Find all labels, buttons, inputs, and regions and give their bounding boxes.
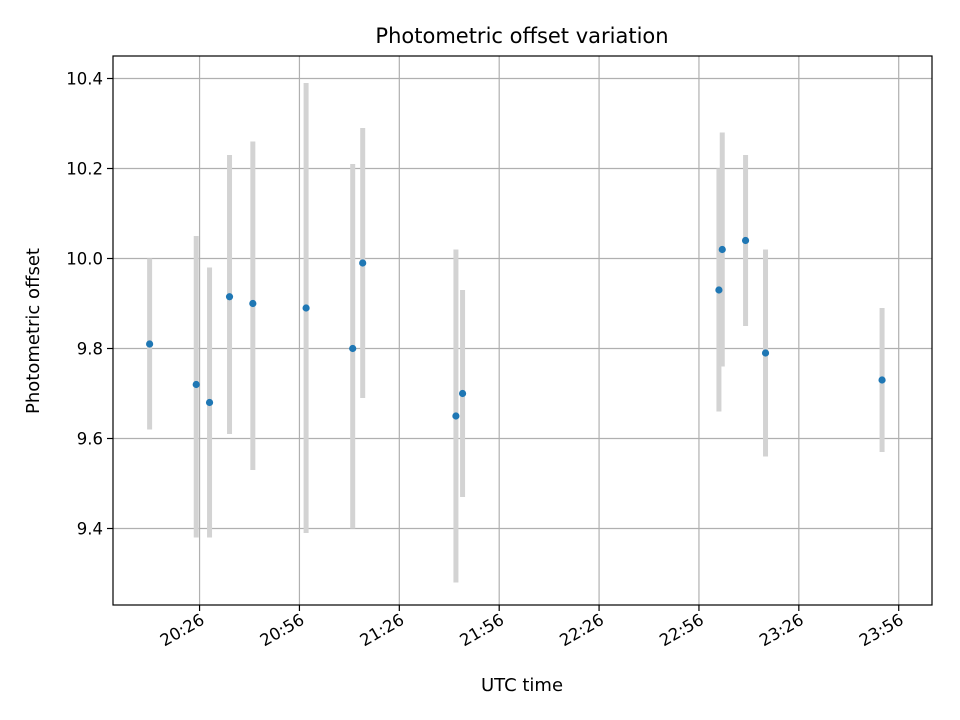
error-bars [147,83,885,583]
y-tick-label: 10.0 [66,250,103,269]
data-point [249,299,257,308]
x-tick-label: 23:26 [756,610,807,650]
data-point [718,245,726,254]
x-tick-label: 23:56 [856,610,907,650]
y-axis-label: Photometric offset [23,248,44,414]
x-tick-label: 22:26 [556,610,607,650]
y-tick-label: 9.4 [77,520,103,539]
data-point [458,389,467,398]
y-tick-label: 9.6 [77,430,103,449]
data-point [302,304,310,312]
y-tick-label: 9.8 [77,340,103,359]
data-point [205,398,214,407]
data-point [741,236,750,245]
x-tick-label: 21:26 [357,610,408,650]
chart-title: Photometric offset variation [375,24,668,48]
data-point [715,286,723,294]
plot-frame [112,55,933,606]
data-point [146,340,154,348]
data-point [192,380,200,389]
data-point [359,259,367,267]
data-point [761,349,770,357]
data-point [452,412,460,420]
x-tick-label: 22:56 [656,610,707,650]
y-tick-label: 10.4 [66,70,103,89]
data-point [225,293,234,301]
x-tick-label: 20:56 [257,610,308,650]
x-axis-ticks: 20:26 20:56 21:26 21:56 22:26 22:56 23:26 23:56 [157,605,907,650]
data-point [878,376,886,384]
x-axis-label: UTC time [481,675,563,696]
grid-lines [113,56,932,605]
x-tick-label: 21:56 [457,610,508,650]
data-point [349,344,357,353]
y-axis-ticks: 9.4 9.6 9.8 10.0 10.2 10.4 [66,70,113,539]
y-tick-label: 10.2 [66,160,103,179]
x-tick-label: 20:26 [157,610,208,650]
data-points [146,236,886,420]
